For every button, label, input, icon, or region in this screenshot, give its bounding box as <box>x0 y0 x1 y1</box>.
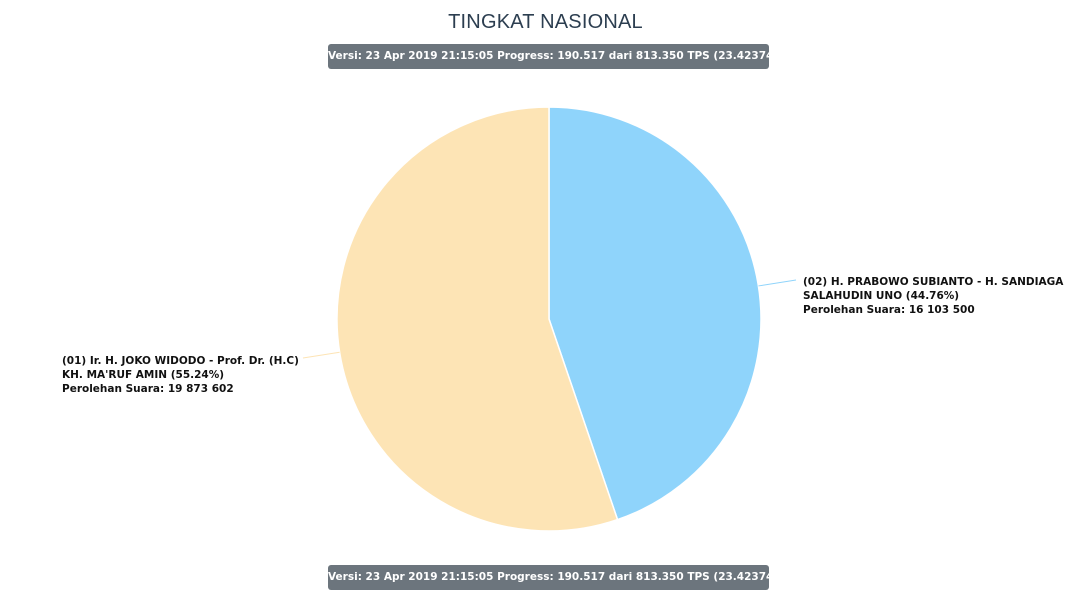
slice-label-02-votes: Perolehan Suara: 16 103 500 <box>803 304 975 316</box>
pie-slice-02[interactable] <box>548 106 762 521</box>
pie-slice-01[interactable] <box>336 106 619 532</box>
connector-line-02 <box>758 279 797 287</box>
slice-label-02-name: (02) H. PRABOWO SUBIANTO - H. SANDIAGA <box>803 276 1064 288</box>
slice-label-01-name: (01) Ir. H. JOKO WIDODO - Prof. Dr. (H.C… <box>62 355 299 367</box>
version-badge-bottom: Versi: 23 Apr 2019 21:15:05 Progress: 19… <box>328 565 769 590</box>
version-badge-top: Versi: 23 Apr 2019 21:15:05 Progress: 19… <box>328 44 769 69</box>
page-title: TINGKAT NASIONAL <box>448 11 643 33</box>
slice-label-02: (02) H. PRABOWO SUBIANTO - H. SANDIAGA S… <box>803 275 1063 317</box>
slice-label-02-percent: SALAHUDIN UNO (44.76%) <box>803 290 960 302</box>
connector-line-01 <box>302 351 340 359</box>
slice-label-01-percent: KH. MA'RUF AMIN (55.24%) <box>62 369 225 381</box>
slice-label-01: (01) Ir. H. JOKO WIDODO - Prof. Dr. (H.C… <box>62 354 299 396</box>
slice-label-01-votes: Perolehan Suara: 19 873 602 <box>62 383 234 395</box>
